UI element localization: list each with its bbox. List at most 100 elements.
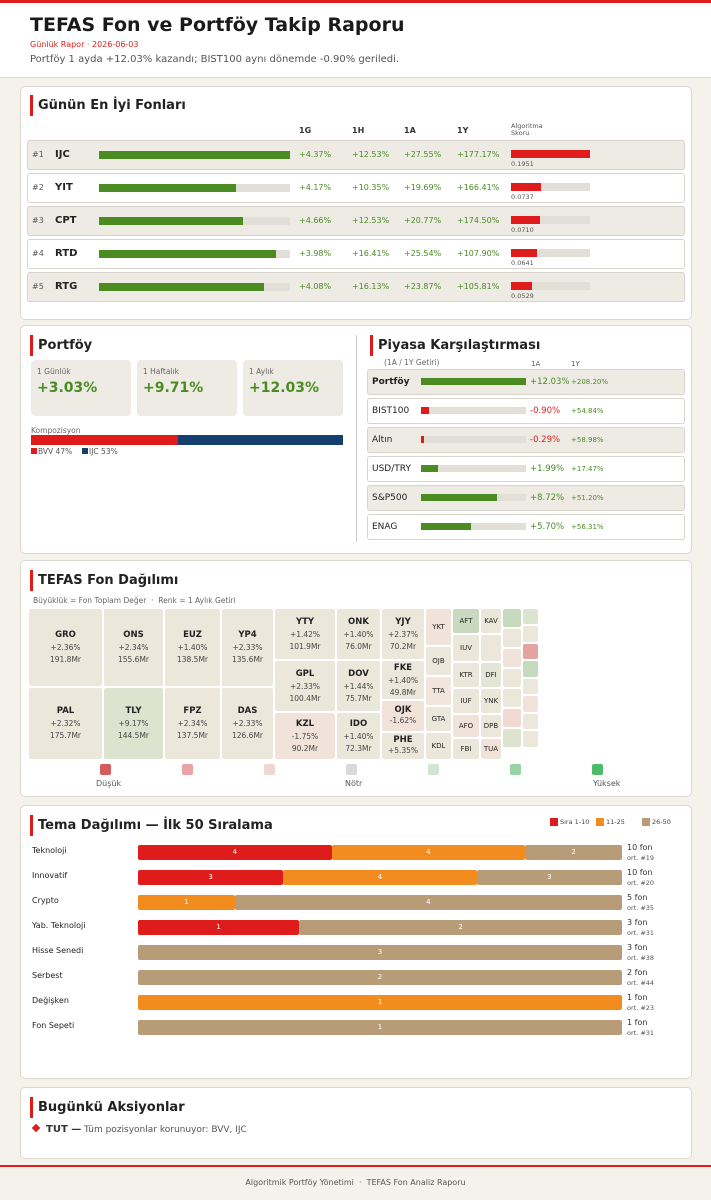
treemap-minor-tile [581,703,589,711]
divider [356,335,357,542]
fund-code: RTG [55,281,78,292]
treemap-minor-tile [665,644,668,647]
treemap-minor-tile [601,700,607,706]
legend-swatch [346,764,357,775]
treemap-minor-tile [616,622,621,627]
fund-rank: #4 [32,249,44,258]
treemap-minor-tile [609,735,614,740]
treemap-minor-tile [581,682,589,690]
treemap-minor-tile [635,659,638,662]
treemap-minor-tile [650,699,653,702]
theme-total: 3 fon [627,918,648,927]
treemap-minor-tile [660,734,663,737]
fund-return: +107.90% [457,249,500,258]
treemap-minor-tile [592,711,599,718]
treemap-minor-tile [635,634,638,637]
treemap-minor-tile [665,614,668,617]
treemap-minor-tile [623,705,627,709]
treemap-minor-tile [569,633,579,643]
tile-code: AFT [459,617,473,625]
treemap-minor-tile [623,633,627,637]
treemap-minor-tile [640,699,643,702]
treemap-minor-tile [601,675,607,681]
theme-average: ort. #31 [627,929,655,937]
treemap-minor-tile [655,744,658,747]
treemap-minor-tile [540,609,553,622]
treemap-minor-tile [655,714,658,717]
treemap-minor-tile [645,749,648,752]
theme-segment: 2 [299,920,622,935]
treemap-minor-tile [616,695,621,700]
treemap-minor-tile [635,714,638,717]
tile-size: 90.2Mr [291,743,319,753]
fund-return: +25.54% [404,249,442,258]
treemap-minor-tile [623,729,627,733]
treemap-minor-tile [660,694,663,697]
tile-code: KDL [431,742,446,750]
treemap-minor-tile [629,636,632,639]
treemap-minor-tile [675,729,678,732]
treemap-minor-tile [629,631,632,634]
theme-total: 10 fon [627,843,653,852]
treemap-minor-tile [655,719,658,722]
fund-bar [99,151,290,159]
fund-return: +3.98% [299,249,332,258]
top-rule [0,0,711,3]
treemap-tile: YNK [481,689,501,713]
treemap-minor-tile [650,744,653,747]
treemap-minor-tile [645,754,648,757]
treemap-minor-tile [645,674,648,677]
treemap-minor-tile [635,749,638,752]
treemap-minor-tile [635,724,638,727]
treemap-minor-tile [592,683,599,690]
treemap-tile: GTA [426,707,451,731]
legend-swatch [31,448,37,454]
treemap-tile: FKE +1.40% 49.8Mr [382,661,424,699]
treemap-minor-tile [592,646,599,653]
score-label: 0.0710 [511,226,534,234]
market-return: +8.72% [530,493,565,503]
treemap-minor-tile [601,716,607,722]
treemap-minor-tile [629,745,632,748]
market-return: +12.03% [530,377,570,387]
treemap-minor-tile [645,619,648,622]
treemap-minor-tile [680,714,683,717]
theme-total: 3 fon [627,943,648,952]
treemap-minor-tile [675,739,678,742]
treemap-minor-tile [640,679,643,682]
market-return: +1.99% [530,464,565,474]
treemap-minor-tile [675,714,678,717]
column-header: 1A [531,360,541,368]
treemap-minor-tile [609,727,614,732]
treemap-minor-tile [635,704,638,707]
theme-name: Hisse Senedi [32,946,84,955]
treemap-minor-tile [640,674,643,677]
treemap-minor-tile [481,635,501,661]
treemap-minor-tile [655,654,658,657]
tile-code: YJY [395,616,411,627]
treemap-minor-tile [640,639,643,642]
treemap-minor-tile [556,676,567,687]
treemap-minor-tile [635,619,638,622]
tile-code: GPL [295,668,315,679]
tile-size: 144.5Mr [117,731,150,740]
tile-code: YKT [432,623,445,631]
treemap-minor-tile [675,664,678,667]
treemap-minor-tile [670,729,673,732]
treemap-minor-tile [629,652,632,655]
treemap-minor-tile [616,735,621,740]
treemap-minor-tile [556,622,567,633]
tile-code: DFI [485,671,497,679]
treemap-minor-tile [680,749,683,752]
treemap-minor-tile [660,744,663,747]
tile-code: KAV [484,617,498,625]
treemap-minor-tile [635,739,638,742]
treemap-minor-tile [581,640,589,648]
fund-return: +174.50% [457,216,500,225]
treemap-minor-tile [623,651,627,655]
treemap-tile: KDL [426,733,451,759]
treemap-minor-tile [660,644,663,647]
treemap-minor-tile [503,709,521,727]
treemap-minor-tile [670,704,673,707]
score-bar [511,150,590,158]
